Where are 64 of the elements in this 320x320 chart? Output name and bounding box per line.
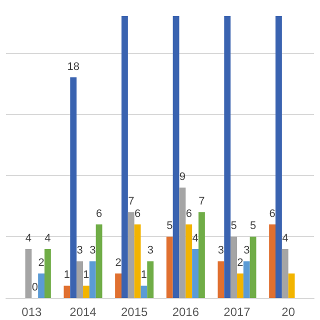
bar bbox=[64, 286, 70, 298]
bar bbox=[237, 273, 244, 298]
x-tick-label: 20 bbox=[282, 305, 296, 319]
bar bbox=[288, 273, 295, 298]
data-label: 0 bbox=[32, 282, 38, 294]
bar bbox=[122, 16, 128, 298]
data-label: 3 bbox=[218, 244, 224, 257]
bar bbox=[179, 188, 186, 298]
data-label: 2 bbox=[237, 256, 244, 269]
bar bbox=[76, 261, 83, 298]
data-label: 1 bbox=[140, 269, 148, 282]
bar bbox=[44, 248, 51, 298]
data-label: 4 bbox=[282, 232, 288, 244]
data-label: 2 bbox=[38, 256, 44, 269]
bar bbox=[224, 16, 231, 298]
data-label: 3 bbox=[76, 244, 83, 257]
data-label: 3 bbox=[90, 244, 96, 257]
x-tick-label: 2016 bbox=[172, 305, 200, 319]
data-label: 9 bbox=[179, 171, 186, 184]
data-label: 6 bbox=[134, 208, 141, 220]
bar bbox=[25, 248, 32, 298]
data-label: 7 bbox=[198, 196, 205, 208]
data-label: 1 bbox=[64, 269, 70, 282]
data-label: 7 bbox=[128, 196, 134, 208]
bar bbox=[115, 273, 122, 298]
bar bbox=[186, 224, 192, 298]
data-label: 5 bbox=[230, 220, 237, 232]
data-label: 5 bbox=[166, 220, 173, 232]
data-label: 6 bbox=[96, 208, 102, 220]
bar bbox=[83, 286, 90, 298]
bar bbox=[70, 77, 77, 298]
bar bbox=[218, 261, 224, 298]
x-tick-label: 2017 bbox=[224, 305, 251, 319]
bar bbox=[96, 224, 102, 298]
data-label: 4 bbox=[192, 232, 198, 244]
bar bbox=[250, 236, 256, 298]
data-label: 18 bbox=[67, 60, 80, 73]
bar bbox=[192, 248, 198, 298]
data-label: 1 bbox=[83, 269, 90, 282]
data-label: 6 bbox=[186, 208, 192, 220]
bar bbox=[276, 16, 282, 298]
x-tick-label: 2015 bbox=[120, 305, 148, 319]
data-label: 4 bbox=[44, 232, 51, 244]
data-label: 2 bbox=[115, 256, 122, 269]
data-label: 6 bbox=[269, 208, 276, 220]
bar bbox=[134, 224, 141, 298]
x-tick-label: 2014 bbox=[70, 305, 97, 319]
bar bbox=[147, 261, 154, 298]
bar bbox=[230, 236, 237, 298]
data-label: 4 bbox=[25, 232, 32, 244]
bar bbox=[89, 261, 96, 298]
x-tick-label: 013 bbox=[22, 305, 42, 319]
data-label: 3 bbox=[244, 244, 250, 257]
bar bbox=[38, 273, 44, 298]
bar bbox=[198, 212, 205, 298]
bar bbox=[128, 212, 134, 298]
bar bbox=[172, 16, 180, 298]
data-label: 3 bbox=[147, 244, 154, 257]
bar bbox=[282, 248, 288, 298]
data-label: 5 bbox=[250, 220, 256, 232]
bar bbox=[269, 224, 276, 298]
bar bbox=[140, 286, 148, 298]
bar bbox=[166, 236, 173, 298]
bar bbox=[243, 261, 250, 298]
